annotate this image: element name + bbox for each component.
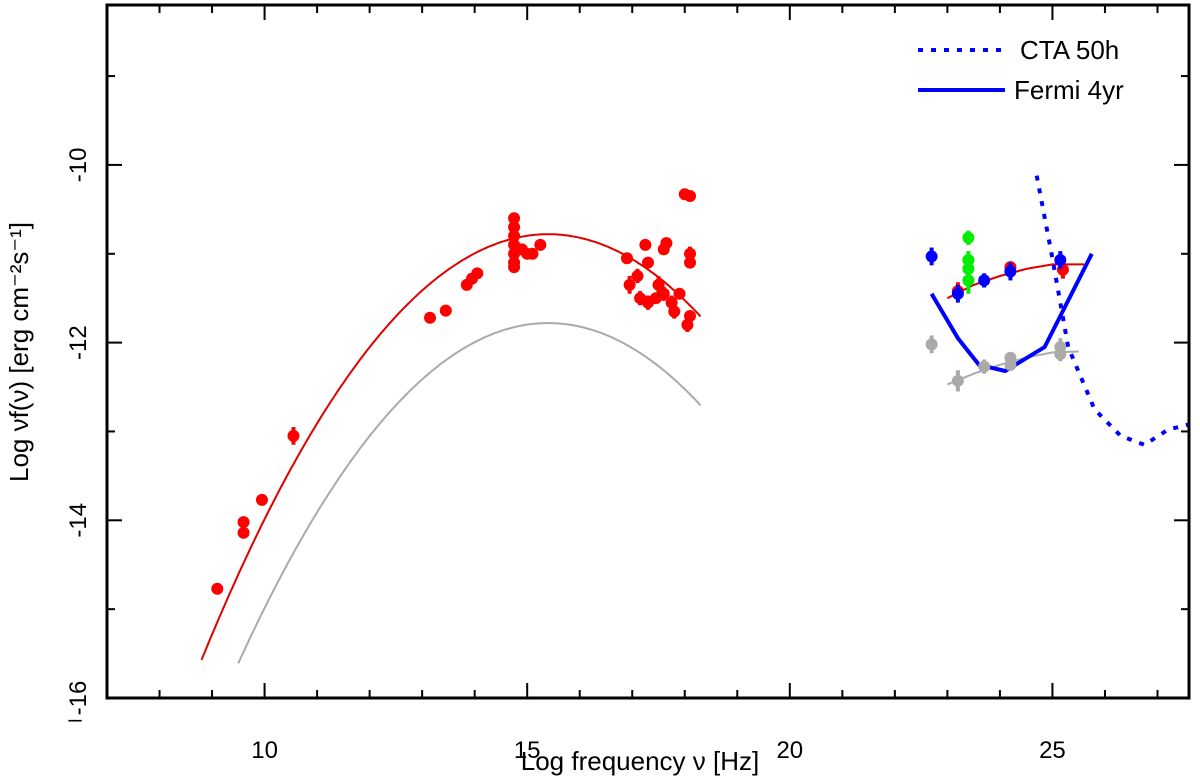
data-point xyxy=(439,304,452,317)
data-points xyxy=(211,188,1069,595)
data-point xyxy=(639,238,652,251)
y-axis-title: Log νf(ν) [erg cm⁻²s⁻¹] xyxy=(4,222,34,482)
data-point xyxy=(657,243,670,256)
data-point xyxy=(631,269,644,282)
data-point xyxy=(471,267,484,280)
data-point xyxy=(1054,348,1067,361)
data-point xyxy=(925,338,938,351)
data-point xyxy=(508,261,521,274)
data-point xyxy=(951,287,964,300)
data-point xyxy=(508,230,521,242)
data-point xyxy=(684,247,697,260)
cta-sensitivity-line xyxy=(1034,175,1189,448)
data-point xyxy=(255,493,268,506)
data-point xyxy=(1054,253,1067,266)
fermi-sensitivity-line xyxy=(929,252,1094,373)
y-tick-label: -14 xyxy=(65,503,92,538)
data-point xyxy=(508,212,521,225)
data-point xyxy=(657,287,670,300)
grey-model-curve xyxy=(237,322,702,664)
x-tick-label: 20 xyxy=(776,737,803,764)
data-point xyxy=(925,250,938,263)
sensitivity-curves xyxy=(929,175,1189,448)
data-point xyxy=(668,305,681,318)
data-point xyxy=(424,311,437,324)
data-point xyxy=(951,374,964,387)
x-axis-title: Log frequency ν [Hz] xyxy=(521,746,759,776)
data-point xyxy=(508,221,521,234)
data-point xyxy=(684,309,697,322)
data-point xyxy=(623,278,636,291)
x-tick-label: 25 xyxy=(1039,737,1066,764)
data-point xyxy=(962,231,975,244)
plot-frame xyxy=(105,3,1191,700)
data-point xyxy=(620,252,633,265)
y-tick-label: -10 xyxy=(65,148,92,183)
data-point xyxy=(211,582,224,595)
x-tick-label: 15 xyxy=(514,737,541,764)
data-point xyxy=(673,287,686,300)
data-point xyxy=(1004,358,1017,371)
data-point xyxy=(684,190,697,203)
legend-fermi-label: Fermi 4yr xyxy=(1014,75,1124,105)
data-point xyxy=(684,256,697,269)
tick-labels: 10 15 20 25 -16 -14 -12 -10 xyxy=(65,148,1066,764)
data-point xyxy=(237,526,250,539)
corner-tick-label: – xyxy=(68,706,82,733)
data-point xyxy=(978,360,991,373)
x-tick-label: 10 xyxy=(251,737,278,764)
data-point xyxy=(237,516,250,529)
data-point xyxy=(287,429,300,442)
axis-ticks xyxy=(107,5,1189,699)
data-point xyxy=(642,256,654,269)
y-tick-label: -12 xyxy=(65,325,92,360)
data-point xyxy=(962,274,975,287)
y-tick-label: -16 xyxy=(65,681,92,716)
data-point xyxy=(652,278,665,291)
data-point xyxy=(1004,265,1017,278)
data-point xyxy=(534,238,547,251)
red-model-curve xyxy=(200,233,702,661)
data-point xyxy=(978,274,991,287)
legend-cta-label: CTA 50h xyxy=(1020,35,1119,65)
data-point xyxy=(526,247,539,260)
legend: CTA 50h Fermi 4yr xyxy=(918,35,1124,105)
